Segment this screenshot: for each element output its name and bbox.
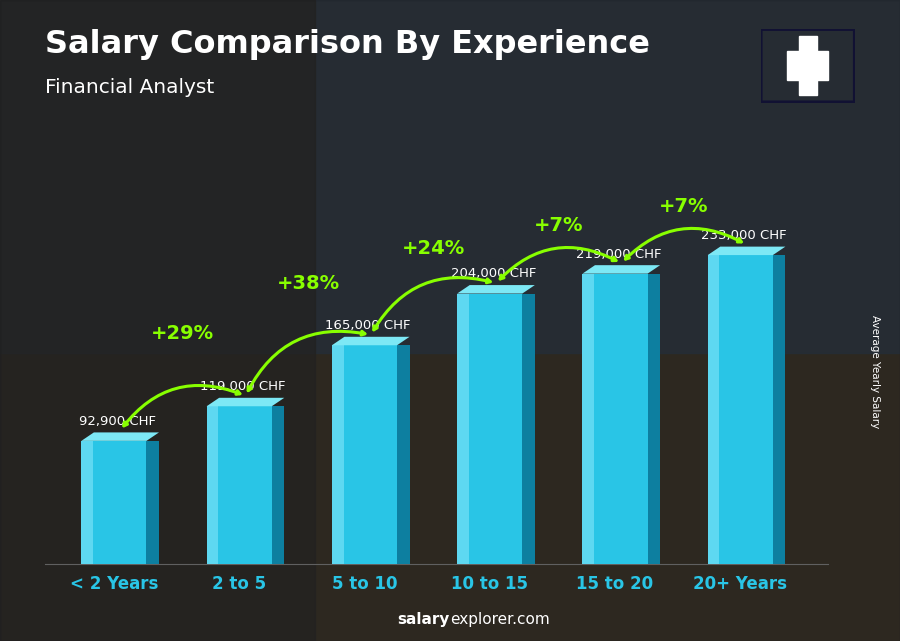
FancyArrowPatch shape xyxy=(500,247,616,279)
Text: Average Yearly Salary: Average Yearly Salary xyxy=(869,315,880,428)
Bar xyxy=(332,345,344,564)
Text: 204,000 CHF: 204,000 CHF xyxy=(451,267,536,281)
FancyArrowPatch shape xyxy=(626,228,742,259)
Bar xyxy=(207,406,272,564)
Text: 119,000 CHF: 119,000 CHF xyxy=(200,380,285,393)
Polygon shape xyxy=(522,294,535,564)
Bar xyxy=(0,0,900,353)
Bar xyxy=(582,274,648,564)
Bar xyxy=(207,406,219,564)
Text: explorer.com: explorer.com xyxy=(450,612,550,627)
Bar xyxy=(707,255,719,564)
Text: +38%: +38% xyxy=(276,274,339,293)
Bar xyxy=(799,37,816,96)
Bar xyxy=(582,274,594,564)
Polygon shape xyxy=(648,274,660,564)
Text: 165,000 CHF: 165,000 CHF xyxy=(326,319,411,332)
FancyArrowPatch shape xyxy=(374,278,491,330)
Polygon shape xyxy=(397,345,410,564)
Text: Financial Analyst: Financial Analyst xyxy=(45,78,214,97)
Bar xyxy=(332,345,397,564)
Polygon shape xyxy=(272,406,284,564)
Polygon shape xyxy=(207,398,284,406)
Text: +24%: +24% xyxy=(401,239,465,258)
Polygon shape xyxy=(147,441,159,564)
Bar xyxy=(0,0,315,641)
Polygon shape xyxy=(582,265,660,274)
Bar xyxy=(81,441,147,564)
Polygon shape xyxy=(707,247,786,255)
Polygon shape xyxy=(773,255,786,564)
FancyArrowPatch shape xyxy=(124,385,240,426)
Polygon shape xyxy=(332,337,410,345)
Text: +7%: +7% xyxy=(659,197,708,216)
Bar xyxy=(81,441,93,564)
Polygon shape xyxy=(457,285,535,294)
Text: salary: salary xyxy=(398,612,450,627)
Polygon shape xyxy=(81,433,159,441)
Text: Salary Comparison By Experience: Salary Comparison By Experience xyxy=(45,29,650,60)
Text: 233,000 CHF: 233,000 CHF xyxy=(701,229,787,242)
Bar xyxy=(457,294,522,564)
Bar xyxy=(788,51,828,81)
Text: 219,000 CHF: 219,000 CHF xyxy=(576,247,662,260)
Bar xyxy=(457,294,469,564)
Text: 92,900 CHF: 92,900 CHF xyxy=(79,415,157,428)
Text: +29%: +29% xyxy=(151,324,214,343)
Bar xyxy=(707,255,773,564)
FancyArrowPatch shape xyxy=(248,331,365,390)
Text: +7%: +7% xyxy=(534,216,583,235)
